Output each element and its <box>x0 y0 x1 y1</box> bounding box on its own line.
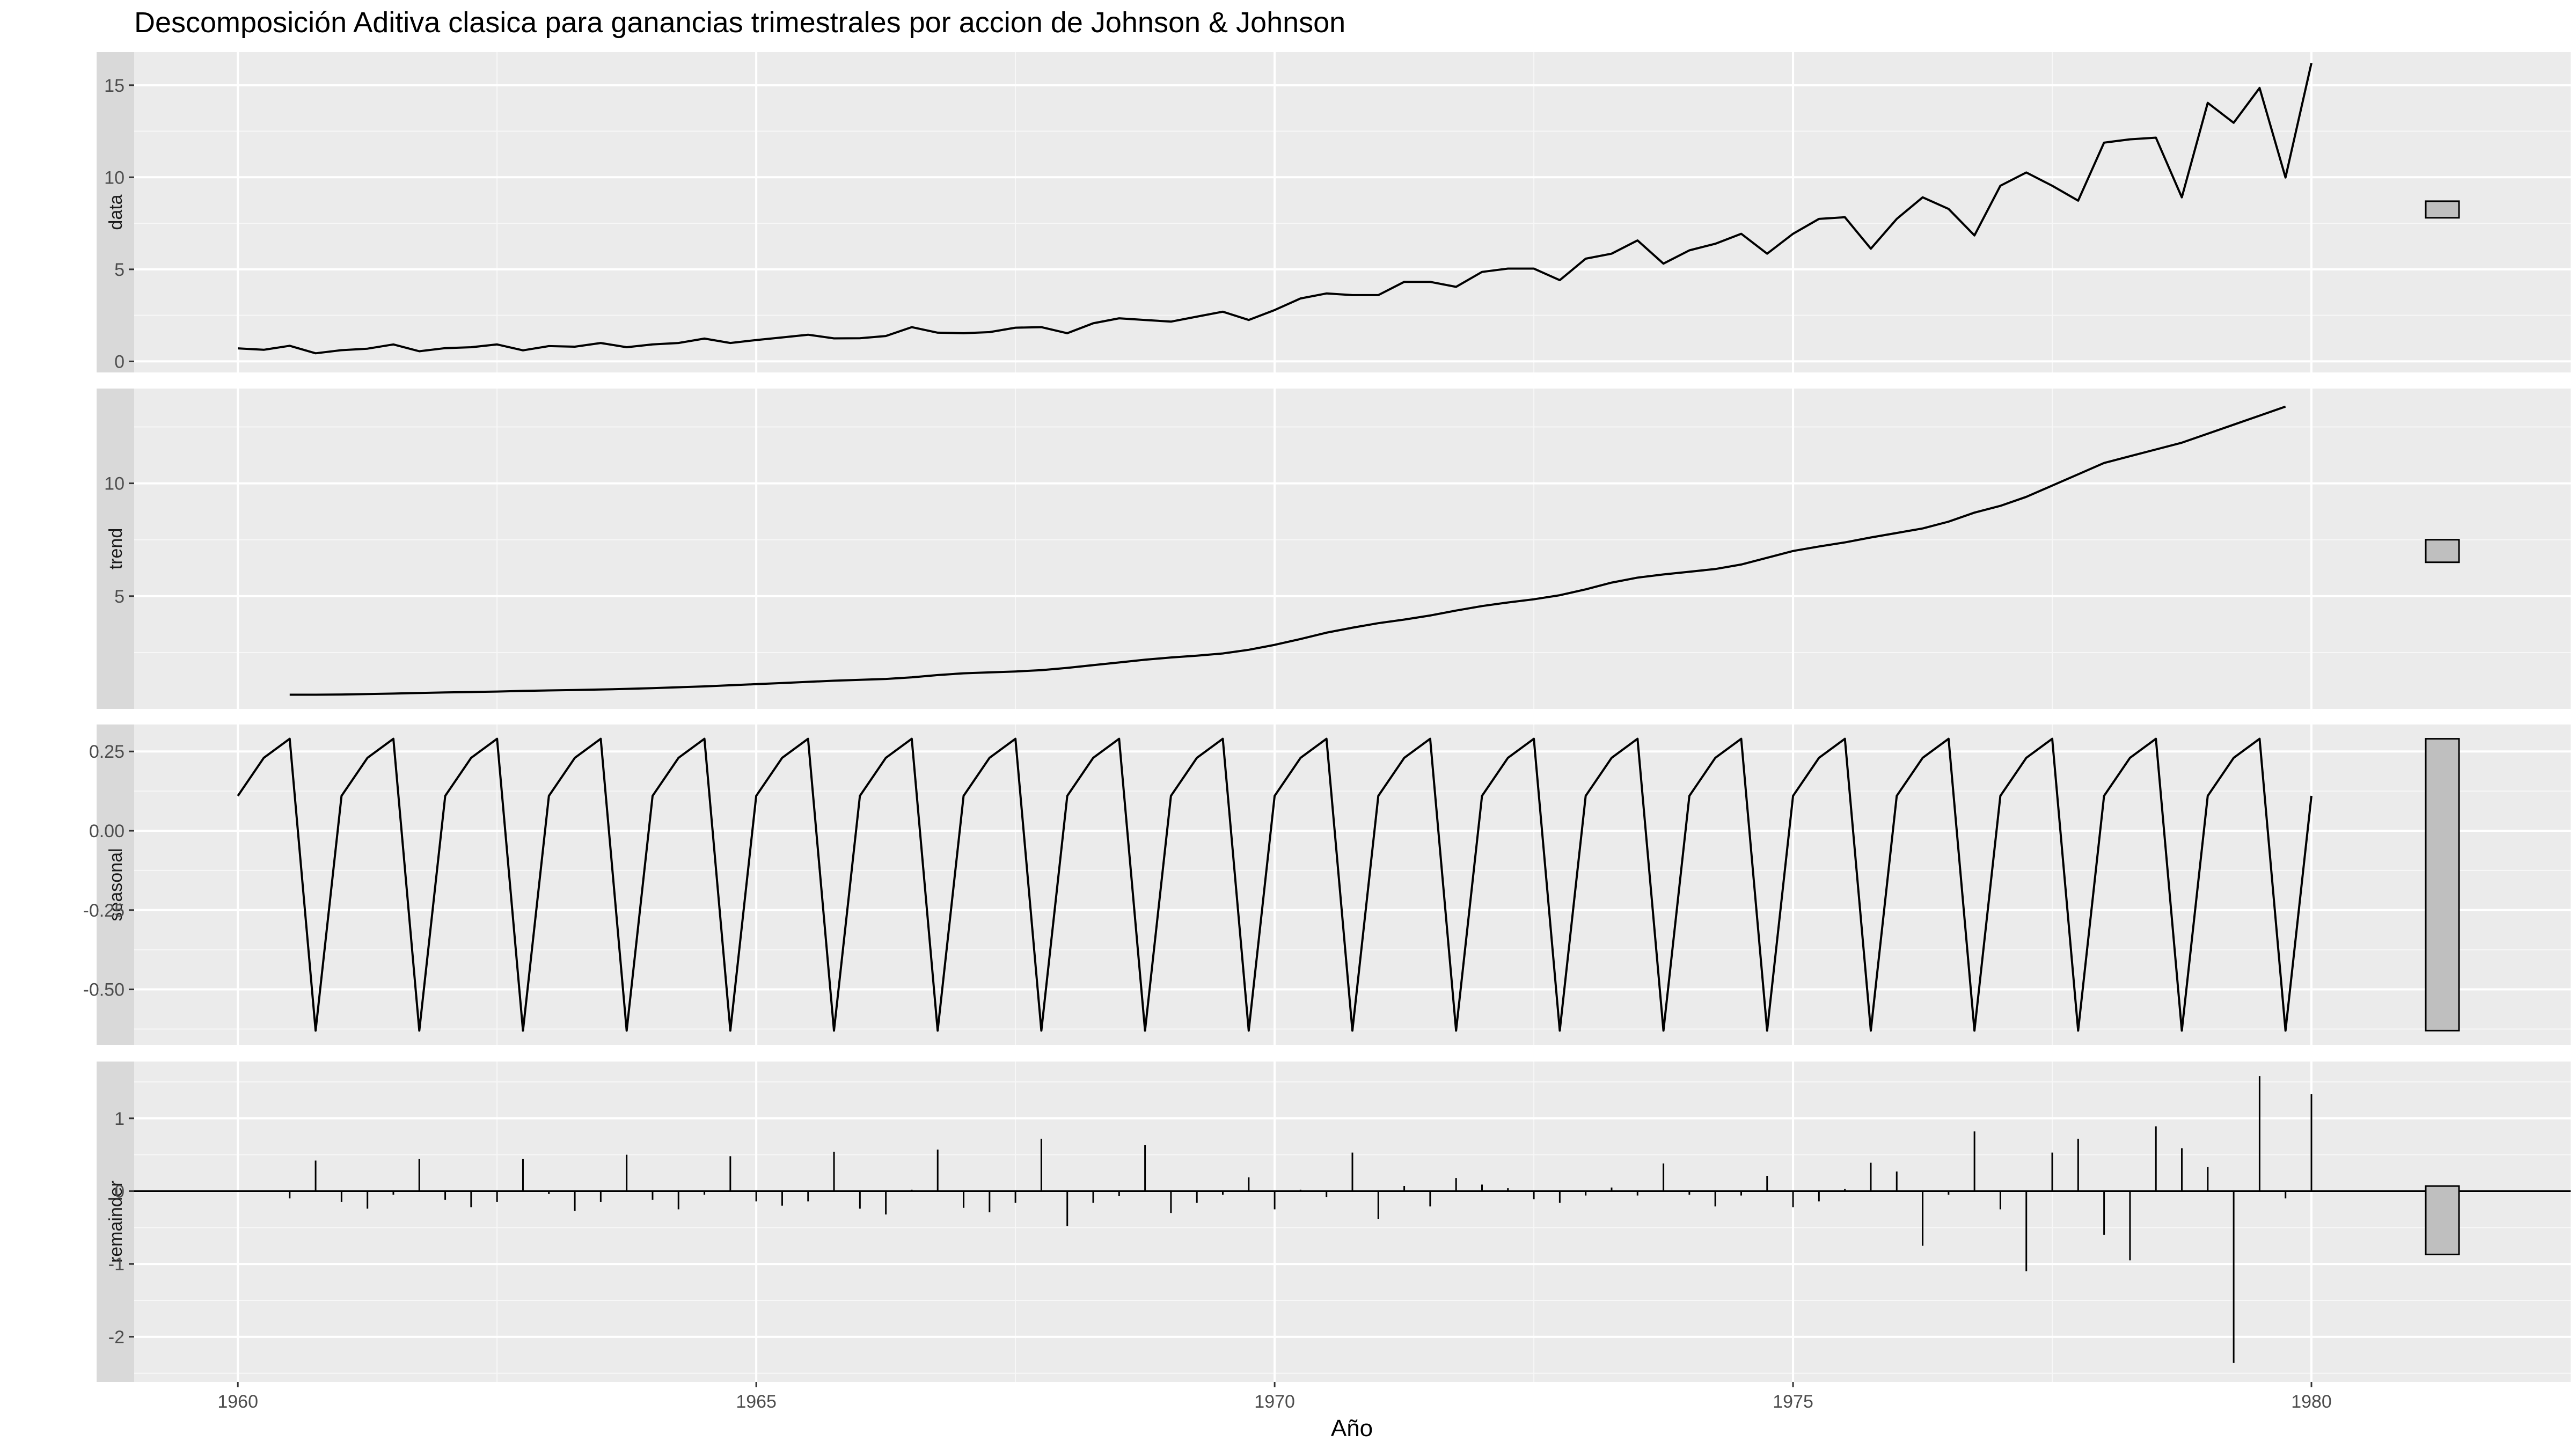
panel-background <box>134 1062 2571 1382</box>
range-bar-data <box>2425 200 2460 219</box>
x-tick-label: 1975 <box>1773 1392 1813 1412</box>
panel-seasonal: seasonal -0.50 -0.25 0.00 0.25 <box>83 724 2571 1045</box>
range-bar-seasonal <box>2425 738 2460 1031</box>
y-tick-label: -2 <box>108 1327 125 1348</box>
y-tick-label: -1 <box>108 1254 125 1275</box>
strip-label-data: data <box>106 194 126 230</box>
y-tick-label: 10 <box>104 474 125 494</box>
panel-remainder: remainder -2 -1 0 1 <box>97 1062 2571 1382</box>
series-line-trend <box>289 405 2286 696</box>
range-bar-trend <box>2425 539 2460 564</box>
y-tick-label: -0.50 <box>83 980 125 1000</box>
range-bar-remainder <box>2425 1185 2460 1256</box>
chart-title: Descomposición Aditiva clasica para gana… <box>134 6 1345 39</box>
x-axis-label: Año <box>1331 1415 1373 1441</box>
x-tick-label: 1980 <box>2291 1392 2332 1412</box>
series-line-data <box>238 63 2312 355</box>
x-axis: 1960 1965 1970 1975 1980 <box>217 1382 2332 1412</box>
y-tick-label: -0.25 <box>83 901 125 921</box>
y-tick-label: 0.00 <box>89 821 125 841</box>
y-tick-label: 0 <box>114 352 125 372</box>
strip-trend <box>97 389 134 709</box>
y-tick-label: 0.25 <box>89 742 125 762</box>
series-line-seasonal <box>237 737 2312 1032</box>
panel-background <box>134 724 2571 1045</box>
panel-trend: trend 5 10 <box>97 389 2571 709</box>
panel-data: data 0 5 10 15 <box>97 52 2571 372</box>
x-tick-label: 1970 <box>1254 1392 1295 1412</box>
panel-background <box>134 389 2571 709</box>
y-tick-label: 10 <box>104 167 125 188</box>
facet-panels: data051015trend510seasonal-0.50-0.250.00… <box>83 52 2571 1412</box>
x-tick-label: 1960 <box>217 1392 258 1412</box>
strip-label-trend: trend <box>106 528 126 570</box>
y-tick-label: 1 <box>114 1109 125 1129</box>
y-tick-label: 15 <box>104 76 125 96</box>
panel-background <box>134 52 2571 372</box>
strip-label-seasonal: seasonal <box>106 848 126 921</box>
strip-label-remainder: remainder <box>106 1181 126 1263</box>
strip-data <box>97 52 134 372</box>
y-tick-label: 5 <box>114 587 125 607</box>
y-tick-label: 0 <box>114 1182 125 1202</box>
strip-remainder <box>97 1062 134 1382</box>
x-tick-label: 1965 <box>736 1392 777 1412</box>
y-tick-label: 5 <box>114 260 125 280</box>
strip-seasonal <box>97 724 134 1045</box>
